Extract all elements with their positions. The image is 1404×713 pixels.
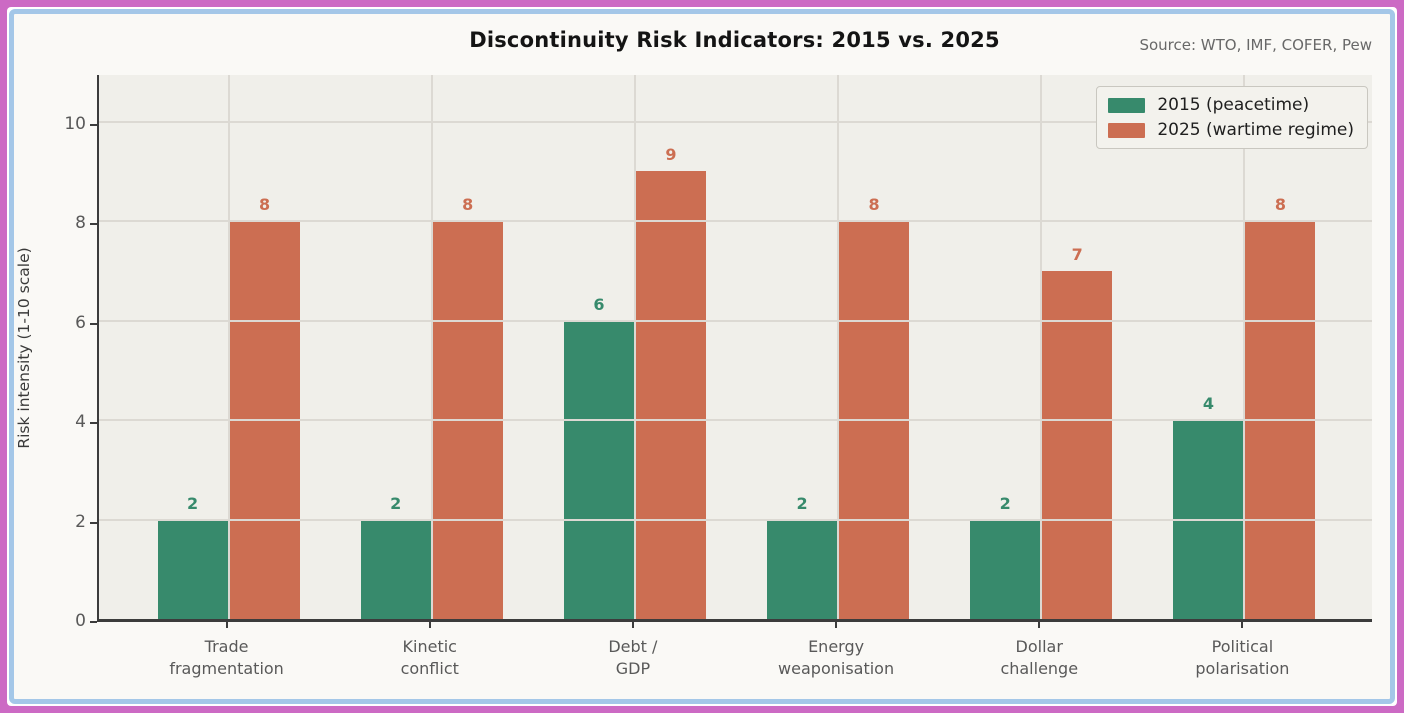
x-tick-mark	[225, 622, 228, 628]
bar-value-label: 9	[665, 145, 677, 165]
x-tick-mark	[428, 622, 431, 628]
v-gridline	[430, 75, 433, 619]
y-tick-mark	[90, 223, 97, 226]
y-tick-mark	[90, 621, 97, 623]
bar-value-label: 7	[1071, 244, 1083, 264]
bar-value-label: 8	[462, 195, 474, 215]
y-tick-label: 6	[75, 312, 86, 333]
legend-item: 2015 (peacetime)	[1108, 95, 1354, 115]
y-tick-mark	[90, 123, 97, 126]
bar-value-label: 2	[999, 493, 1011, 513]
v-gridline	[227, 75, 230, 619]
plot-area: 2015 (peacetime) 2025 (wartime regime) 2 8…	[97, 75, 1372, 622]
y-tick-label: 2	[75, 511, 86, 532]
bar-value-label: 8	[1274, 195, 1286, 215]
x-tick-mark	[631, 622, 634, 628]
bar-value-label: 8	[868, 195, 880, 215]
v-gridline	[633, 75, 636, 619]
chart-title: Discontinuity Risk Indicators: 2015 vs. …	[469, 28, 1000, 52]
legend-item-label: 2015 (peacetime)	[1157, 95, 1310, 115]
y-tick-label: 4	[75, 412, 86, 433]
bar-value-label: 2	[390, 493, 402, 513]
figure-canvas: Discontinuity Risk Indicators: 2015 vs. …	[9, 9, 1395, 704]
x-tick-mark	[835, 622, 838, 628]
legend: 2015 (peacetime) 2025 (wartime regime)	[1096, 86, 1368, 149]
h-gridline	[99, 319, 1372, 322]
y-axis-title: Risk intensity (1-10 scale)	[15, 247, 33, 449]
bar-2025: 9	[635, 145, 706, 619]
bar-value-label: 4	[1202, 394, 1214, 414]
bar-value-label: 2	[187, 493, 199, 513]
x-category-label: Dollar challenge	[1000, 637, 1079, 679]
bar-2015: 2	[157, 494, 228, 619]
bar-2025: 7	[1042, 245, 1113, 619]
bar-2015: 2	[767, 494, 838, 619]
h-gridline	[99, 419, 1372, 422]
bar-2015: 2	[360, 494, 431, 619]
x-category-label: Political polarisation	[1195, 637, 1290, 679]
legend-item: 2025 (wartime regime)	[1108, 120, 1354, 140]
v-gridline	[1243, 75, 1246, 619]
v-gridline	[837, 75, 840, 619]
x-tick-mark	[1241, 622, 1244, 628]
h-gridline	[99, 120, 1372, 123]
x-category-label: Energy weaponisation	[778, 637, 895, 679]
bar-value-label: 6	[593, 294, 605, 314]
x-tick-mark	[1038, 622, 1041, 628]
x-category-label: Debt / GDP	[608, 637, 658, 679]
y-tick-label: 8	[75, 213, 86, 234]
v-gridline	[1040, 75, 1043, 619]
bar-2015: 2	[970, 494, 1041, 619]
h-gridline	[99, 220, 1372, 223]
legend-item-label: 2025 (wartime regime)	[1157, 120, 1354, 140]
x-category-label: Trade fragmentation	[169, 637, 284, 679]
y-tick-label: 0	[75, 611, 86, 631]
bar-2015: 6	[563, 295, 634, 619]
h-gridline	[99, 518, 1372, 521]
source-note: Source: WTO, IMF, COFER, Pew	[1139, 36, 1372, 54]
y-tick-mark	[90, 322, 97, 325]
y-tick-mark	[90, 422, 97, 425]
legend-swatch	[1108, 122, 1146, 138]
y-tick-mark	[90, 521, 97, 524]
y-tick-label: 10	[64, 113, 86, 134]
x-category-label: Kinetic conflict	[400, 637, 459, 679]
bar-value-label: 8	[259, 195, 271, 215]
border-gap: Discontinuity Risk Indicators: 2015 vs. …	[7, 7, 1397, 706]
legend-swatch	[1108, 97, 1146, 113]
bar-value-label: 2	[796, 493, 808, 513]
